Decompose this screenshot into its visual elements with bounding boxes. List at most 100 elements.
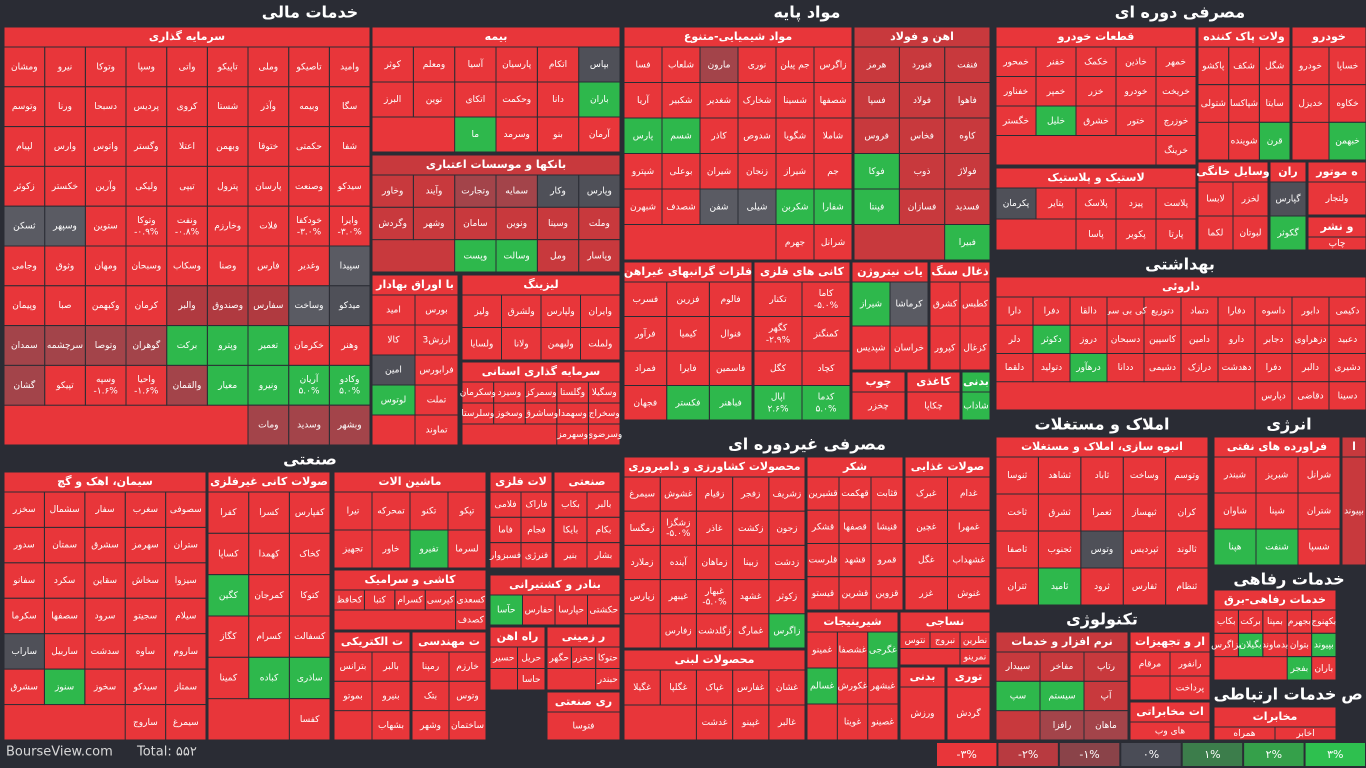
tile-label: غبهار: [704, 587, 724, 597]
tile-label: بایکا: [563, 526, 578, 536]
tile-label: فسبزوار: [489, 551, 521, 561]
tile: [3, 562, 45, 599]
tile: [328, 245, 371, 287]
tile-label: پرداخت: [1176, 684, 1205, 694]
tile-label: حاسا: [522, 675, 541, 685]
tile: [801, 281, 851, 317]
tile-label: فسازان: [908, 202, 937, 212]
tile: [1341, 456, 1366, 566]
tile-label: زقیام: [705, 490, 725, 500]
sector-title: خدمات ارتباطی: [1214, 685, 1337, 704]
tile-label: کتوکا: [300, 591, 319, 601]
tile-label: کرماشا: [895, 300, 923, 310]
tile-label: جم: [827, 167, 839, 177]
tile-label: فنوال: [720, 329, 741, 339]
tile-label: دسبحان: [1111, 335, 1140, 345]
tile-note: ۵.۰%: [298, 387, 320, 397]
tile-label: ثاخت: [1007, 508, 1027, 518]
tile-label: ومل: [550, 251, 566, 261]
tile-label: کالا: [387, 336, 400, 346]
tile: [947, 543, 991, 578]
tile-label: غالبر: [777, 718, 796, 728]
tile-label: ثشرق: [1048, 508, 1071, 518]
tile-label: خکمک: [1084, 57, 1108, 67]
tile: [623, 476, 661, 512]
tile-label: گپارس: [1275, 193, 1301, 205]
tile: [517, 668, 546, 691]
tile-label: غمینو: [811, 646, 832, 656]
tile-label: حپارسا: [558, 606, 584, 616]
tile: [166, 364, 208, 406]
tile-label: خمهر: [1165, 57, 1186, 67]
tile-label: زشگزا: [666, 517, 690, 529]
tile-label: وساشرق: [524, 409, 558, 419]
tile-label: وپست: [463, 251, 487, 261]
tile-label: دلر: [1008, 335, 1021, 345]
tile-label: نوین: [426, 95, 443, 105]
group-title: محصولات کشاورزی و دامپروری: [628, 460, 800, 473]
tile-label: پاکشو: [1201, 61, 1225, 71]
tile-label: لبوتان: [1240, 229, 1262, 239]
tile: [768, 669, 806, 706]
tile-label: شفا: [342, 142, 357, 152]
tile: [906, 391, 961, 421]
tile: [695, 613, 734, 649]
tile-label: پارسان: [255, 182, 282, 192]
tile-label: وپیمان: [12, 301, 36, 311]
tile: [870, 576, 904, 611]
tile-label: والقمان: [173, 381, 202, 391]
tile-label: دلقما: [1005, 363, 1024, 373]
tile: [898, 188, 946, 225]
tile-label: کمینا: [219, 674, 237, 684]
tile-label: سگا: [342, 100, 357, 112]
tile: [1122, 493, 1167, 532]
tile-label: وگلستا: [560, 386, 585, 398]
tile-label: فتوسا: [573, 722, 595, 732]
tile: [1155, 218, 1197, 251]
tile-label: شاملا: [823, 131, 843, 141]
tile-label: دامین: [1189, 335, 1210, 345]
tile-label: شسپا: [1308, 543, 1329, 553]
group-title: سیمان، اهک و گچ: [57, 475, 153, 488]
tile-label: سیمرغ: [173, 718, 199, 728]
tile: [944, 117, 991, 154]
tile-label: زجون: [776, 524, 797, 534]
tile-label: بگیلان: [1240, 639, 1262, 651]
tile: [447, 529, 487, 569]
tile: [124, 633, 167, 670]
tile-label: حفارس: [525, 606, 553, 616]
tile: [207, 574, 250, 617]
tile-label: فنرژی: [525, 551, 548, 561]
tile-label: ثفارس: [1132, 582, 1158, 592]
tile-label: بورس: [425, 306, 448, 316]
tile-label: وملت: [589, 219, 610, 229]
tile: [775, 224, 815, 261]
tile-label: زکشت: [738, 524, 764, 534]
tile: [455, 609, 487, 631]
group-title: چوب: [866, 375, 892, 388]
tile-label: حگهر: [548, 651, 569, 663]
sector-title: بهداشتی: [1145, 255, 1215, 274]
tile: [775, 82, 815, 119]
tile-label: شپدیس: [857, 344, 886, 354]
tile: [333, 491, 373, 531]
tile-label: واتوس: [93, 142, 118, 152]
tile-label: نطرین: [963, 636, 987, 646]
tile: [1307, 181, 1366, 216]
tile-note: -۲.۹%: [766, 335, 791, 345]
group-title: بدنی: [910, 670, 936, 683]
tile: [1217, 353, 1256, 383]
tile-label: پارتا: [1169, 230, 1184, 240]
tile: [578, 239, 621, 273]
tile: [125, 364, 168, 406]
tile-label: وسخراج: [589, 409, 620, 419]
tile: [447, 491, 487, 531]
tile-label: ثامید: [1051, 582, 1069, 592]
tile-label: اتکای: [465, 95, 485, 105]
tile-label: فپنتا: [869, 202, 884, 212]
tile-label: بپیوند: [1344, 507, 1364, 517]
tile-label: وسهرمز: [556, 430, 588, 440]
tile-label: اخابر: [1295, 729, 1314, 739]
tile: [959, 325, 991, 371]
tile-label: وثوق: [56, 261, 74, 271]
